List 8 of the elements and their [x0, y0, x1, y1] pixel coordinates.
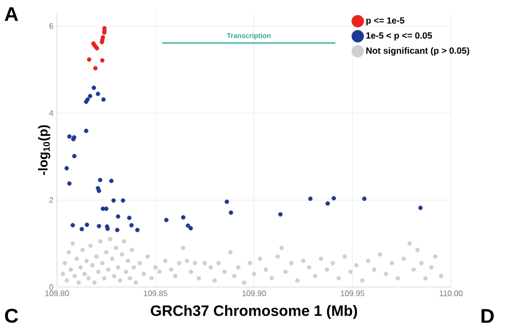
legend-label: Not significant (p > 0.05): [366, 47, 470, 56]
legend-label: p <= 1e-5: [366, 17, 404, 26]
text: C: [5, 308, 18, 323]
x-axis-title: GRCh37 Chromosome 1 (Mb): [150, 305, 358, 319]
legend-label: 1e-5 < p <= 0.05: [366, 32, 432, 40]
text: D: [482, 309, 494, 323]
text: A: [4, 7, 18, 21]
y-axis-title: -log$_{10}$(p): [38, 125, 50, 175]
